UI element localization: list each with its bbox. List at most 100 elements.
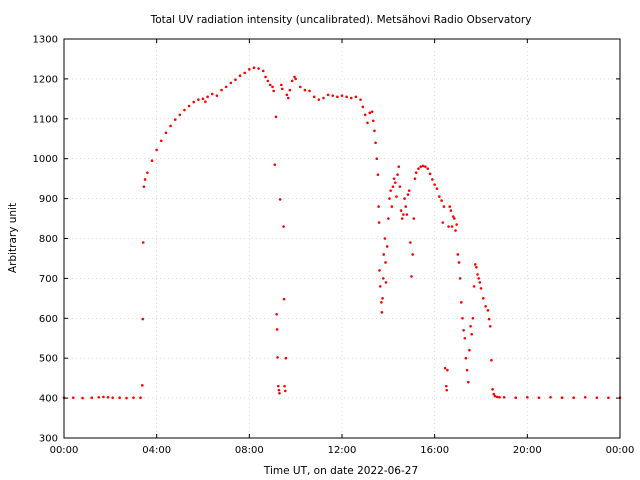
data-point [402,213,405,216]
data-point [502,396,506,399]
data-point [366,121,369,125]
data-point [284,356,288,360]
data-point [450,225,454,228]
data-point [462,328,465,332]
data-point [447,225,450,228]
data-point [453,217,456,220]
data-point [411,253,414,256]
data-point [345,95,348,99]
data-point [384,261,387,264]
data-point [381,297,384,300]
data-point [488,324,492,328]
data-point [141,317,145,321]
data-point [455,223,458,226]
data-point [456,253,460,256]
data-point [141,384,144,387]
data-point [391,185,395,188]
data-point [312,95,316,99]
data-point [143,178,147,181]
data-point [303,88,307,92]
data-point [139,396,142,400]
data-point [560,396,564,400]
data-point [220,88,223,92]
data-point [388,197,391,200]
data-point [463,336,467,340]
data-point [132,396,135,400]
data-point [382,253,386,256]
data-point [264,75,267,79]
y-tick-label: 300 [39,434,58,445]
data-point [478,281,482,284]
data-point [595,396,599,400]
data-point [392,177,396,180]
data-point [141,241,145,244]
data-point [390,205,394,208]
data-point [460,301,463,304]
data-point [438,195,441,198]
data-point [275,313,278,316]
data-point [368,111,372,115]
data-point [349,96,353,100]
data-point [549,396,552,399]
data-point [445,388,449,392]
data-point [361,105,365,109]
data-point [607,396,610,400]
data-point [294,77,297,81]
data-point [443,366,447,370]
data-point [286,96,290,100]
data-point [492,392,496,396]
data-point [106,396,110,399]
data-point [317,98,321,101]
data-point [487,317,491,321]
data-point [293,75,296,79]
data-point [283,389,287,393]
data-point [444,384,448,388]
data-point [378,269,381,272]
data-point [466,380,470,384]
x-tick-label: 20:00 [513,445,542,456]
data-point [410,275,413,278]
y-tick-label: 900 [39,194,58,205]
data-point [278,198,282,201]
y-tick-label: 600 [39,314,58,325]
data-point [572,396,575,400]
data-point [461,317,464,320]
data-point [433,183,436,186]
y-tick-label: 1000 [33,154,58,165]
chart-title: Total UV radiation intensity (uncalibrat… [150,14,532,26]
data-point [495,395,499,399]
y-tick-label: 500 [39,354,58,365]
data-point [274,115,278,119]
data-point [118,396,121,400]
data-point [482,297,485,300]
data-point [424,165,427,168]
data-point [409,241,412,244]
data-point [449,209,453,212]
data-point [187,104,191,108]
data-point [378,285,382,288]
data-point [229,81,233,85]
data-point [417,167,420,170]
data-point [363,113,367,117]
data-point [405,213,409,216]
data-point [385,245,389,248]
data-point [486,309,490,312]
data-point [446,368,449,372]
data-point [484,305,487,308]
data-point [374,141,377,145]
data-point [387,217,390,220]
data-point [370,110,374,113]
x-tick-label: 08:00 [235,445,264,456]
data-point [399,209,403,212]
data-point [404,205,408,208]
x-tick-label: 04:00 [142,445,171,456]
data-point [308,89,311,93]
data-point [469,324,472,328]
data-point [419,165,423,168]
data-point [336,95,339,99]
data-point [465,368,469,372]
data-point [192,100,196,104]
data-point [290,79,294,83]
data-point [371,119,375,123]
